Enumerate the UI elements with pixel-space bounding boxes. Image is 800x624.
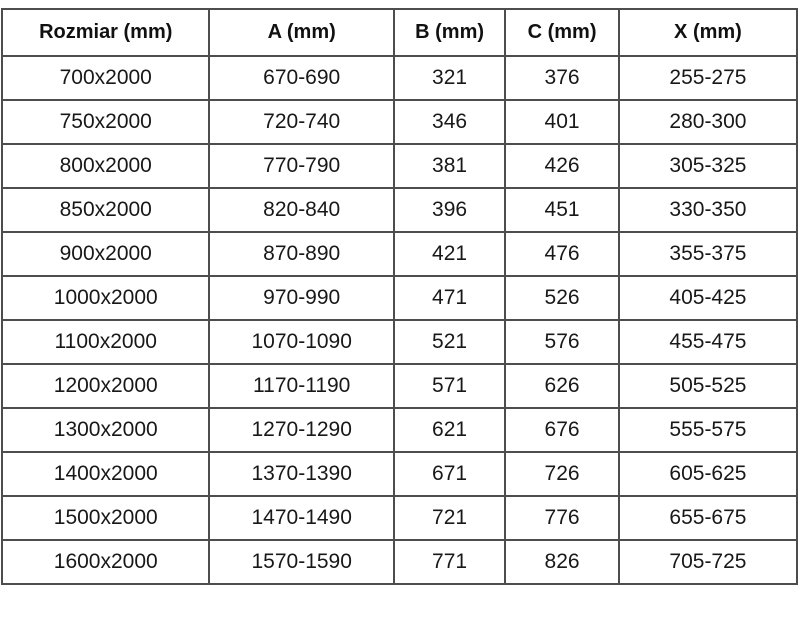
table-cell: 280-300 (617, 99, 799, 145)
table-cell: 850x2000 (0, 187, 211, 233)
column-header-x: X (mm) (617, 8, 799, 57)
table-cell: 1170-1190 (208, 363, 395, 409)
table-cell: 1100x2000 (0, 319, 211, 365)
table-cell: 255-275 (617, 55, 799, 101)
table-cell: 700x2000 (0, 55, 211, 101)
table-cell: 381 (392, 143, 507, 189)
table-cell: 321 (392, 55, 507, 101)
table-row: 1400x2000 1370-1390 671 726 605-625 (0, 451, 799, 497)
table-cell: 476 (504, 231, 620, 277)
table-cell: 720-740 (208, 99, 395, 145)
table-row: 1500x2000 1470-1490 721 776 655-675 (0, 495, 799, 541)
table-cell: 571 (392, 363, 507, 409)
column-header-c: C (mm) (504, 8, 620, 57)
table-cell: 1300x2000 (0, 407, 211, 453)
table-cell: 426 (504, 143, 620, 189)
table-cell: 820-840 (208, 187, 395, 233)
table-cell: 555-575 (617, 407, 799, 453)
table-body: 700x2000 670-690 321 376 255-275 750x2000 720-… (0, 55, 799, 585)
table-cell: 655-675 (617, 495, 799, 541)
header-row: Rozmiar (mm) A (mm) B (mm) C (mm) X (mm) (0, 8, 799, 57)
table-cell: 605-625 (617, 451, 799, 497)
table-cell: 776 (504, 495, 620, 541)
column-header-a: A (mm) (208, 8, 395, 57)
table-cell: 726 (504, 451, 620, 497)
table-cell: 705-725 (617, 539, 799, 585)
table-cell: 401 (504, 99, 620, 145)
table-cell: 1270-1290 (208, 407, 395, 453)
table-cell: 505-525 (617, 363, 799, 409)
table-cell: 900x2000 (0, 231, 211, 277)
table-cell: 770-790 (208, 143, 395, 189)
table-cell: 621 (392, 407, 507, 453)
table-cell: 1400x2000 (0, 451, 211, 497)
table-cell: 1600x2000 (0, 539, 211, 585)
table-row: 1600x2000 1570-1590 771 826 705-725 (0, 539, 799, 585)
table-cell: 1470-1490 (208, 495, 395, 541)
table-cell: 1500x2000 (0, 495, 211, 541)
table-cell: 670-690 (208, 55, 395, 101)
table-cell: 1070-1090 (208, 319, 395, 365)
table-row: 1200x2000 1170-1190 571 626 505-525 (0, 363, 799, 409)
table-cell: 626 (504, 363, 620, 409)
column-header-rozmiar: Rozmiar (mm) (0, 8, 211, 57)
table-row: 900x2000 870-890 421 476 355-375 (0, 231, 799, 277)
table-row: 1100x2000 1070-1090 521 576 455-475 (0, 319, 799, 365)
size-table: Rozmiar (mm) A (mm) B (mm) C (mm) X (mm)… (0, 8, 799, 585)
table-row: 1000x2000 970-990 471 526 405-425 (0, 275, 799, 321)
table-cell: 721 (392, 495, 507, 541)
table-cell: 376 (504, 55, 620, 101)
table-cell: 355-375 (617, 231, 799, 277)
table-cell: 1000x2000 (0, 275, 211, 321)
table-cell: 330-350 (617, 187, 799, 233)
table-cell: 1200x2000 (0, 363, 211, 409)
table-cell: 800x2000 (0, 143, 211, 189)
table-row: 800x2000 770-790 381 426 305-325 (0, 143, 799, 189)
table-cell: 576 (504, 319, 620, 365)
table-cell: 405-425 (617, 275, 799, 321)
table-cell: 771 (392, 539, 507, 585)
table-cell: 346 (392, 99, 507, 145)
table-cell: 396 (392, 187, 507, 233)
table-cell: 870-890 (208, 231, 395, 277)
table-cell: 1570-1590 (208, 539, 395, 585)
table-cell: 671 (392, 451, 507, 497)
table-cell: 826 (504, 539, 620, 585)
table-cell: 970-990 (208, 275, 395, 321)
table-row: 750x2000 720-740 346 401 280-300 (0, 99, 799, 145)
table-row: 850x2000 820-840 396 451 330-350 (0, 187, 799, 233)
table-cell: 526 (504, 275, 620, 321)
column-header-b: B (mm) (392, 8, 507, 57)
table-cell: 451 (504, 187, 620, 233)
table-cell: 471 (392, 275, 507, 321)
table-row: 1300x2000 1270-1290 621 676 555-575 (0, 407, 799, 453)
table-row: 700x2000 670-690 321 376 255-275 (0, 55, 799, 101)
table-cell: 1370-1390 (208, 451, 395, 497)
table-cell: 521 (392, 319, 507, 365)
table-cell: 455-475 (617, 319, 799, 365)
table-cell: 421 (392, 231, 507, 277)
table-cell: 676 (504, 407, 620, 453)
table-cell: 750x2000 (0, 99, 211, 145)
table-cell: 305-325 (617, 143, 799, 189)
